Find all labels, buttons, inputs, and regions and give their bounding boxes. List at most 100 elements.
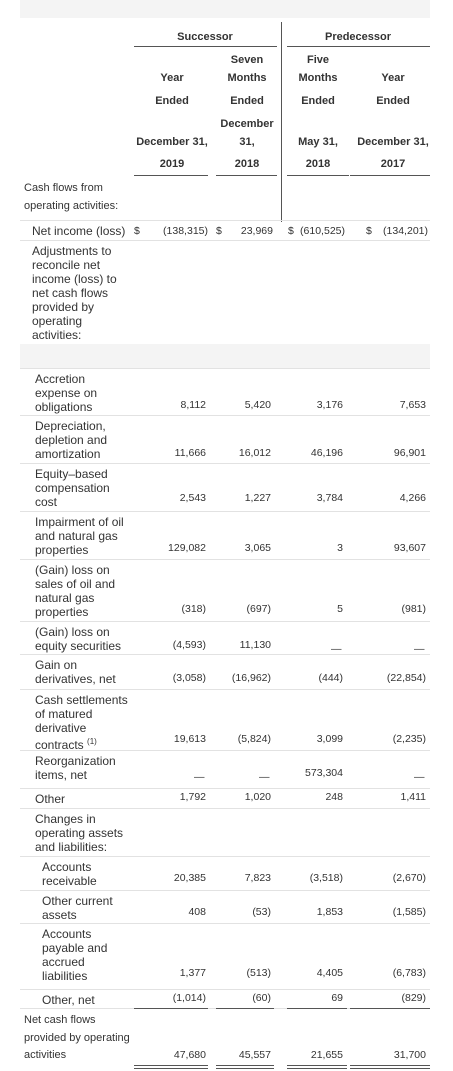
- column-header: December: [220, 118, 274, 130]
- cell-value: 11,666: [174, 447, 206, 459]
- subtotal-underline: [350, 1008, 430, 1009]
- cell-value: (3,518): [309, 872, 343, 884]
- row-separator: [20, 621, 430, 622]
- currency-symbol: $: [366, 225, 372, 237]
- row-separator: [20, 689, 430, 690]
- row-separator: [20, 808, 430, 809]
- cell-value: (513): [246, 967, 271, 979]
- row-separator: [20, 654, 430, 655]
- row-separator: [20, 923, 430, 924]
- currency-symbol: $: [216, 225, 222, 237]
- cell-value: —: [414, 771, 425, 783]
- cell-value: 3,176: [316, 399, 343, 411]
- cell-value: 3,784: [316, 492, 343, 504]
- cell-value: (981): [401, 603, 426, 615]
- column-header: Ended: [230, 95, 264, 107]
- row-label: Other, net: [42, 993, 95, 1007]
- cell-value: (138,315): [163, 225, 208, 237]
- cell-value: (3,058): [172, 672, 206, 684]
- header-underline: [216, 175, 277, 176]
- cell-value: 21,655: [310, 1049, 343, 1061]
- row-label: (Gain) loss on sales of oil and natural …: [35, 563, 116, 619]
- cell-value: (6,783): [392, 967, 426, 979]
- column-header: Year: [381, 72, 405, 84]
- cell-value: —: [414, 643, 425, 655]
- cell-value: 129,082: [168, 542, 206, 554]
- row-separator: [20, 511, 430, 512]
- column-header: December 31,: [357, 136, 429, 148]
- cell-value: (444): [318, 672, 343, 684]
- cell-value: 3: [337, 542, 343, 554]
- row-separator: [20, 890, 430, 891]
- cell-value: 1,377: [179, 967, 206, 979]
- footnote-ref: (1): [87, 737, 97, 746]
- row-separator: [20, 415, 430, 416]
- row-band: [20, 344, 430, 368]
- column-header: Months: [227, 72, 267, 84]
- column-header: Months: [298, 72, 338, 84]
- column-header: Year: [160, 72, 184, 84]
- cell-value: 20,385: [173, 872, 206, 884]
- subtotal-underline: [287, 1008, 347, 1009]
- row-label: Reorganization items, net: [35, 754, 116, 782]
- row-label: Depreciation, depletion and amortization: [35, 419, 108, 461]
- cell-value: 69: [331, 992, 343, 1004]
- cell-value: (5,824): [237, 733, 271, 745]
- group-underline: [134, 46, 277, 47]
- cell-value: 5: [337, 603, 343, 615]
- row-label: Equity–based compensation cost: [35, 467, 110, 509]
- cell-value: (697): [246, 603, 271, 615]
- row-label: Gain on derivatives, net: [35, 658, 116, 686]
- row-separator: [20, 750, 430, 751]
- total-underline: [287, 1065, 347, 1066]
- row-separator: [20, 989, 430, 990]
- cell-value: 573,304: [305, 767, 343, 779]
- column-header: Five: [306, 54, 330, 66]
- row-separator: [20, 856, 430, 857]
- cell-value: (1,585): [392, 906, 426, 918]
- row-label: Accounts receivable: [42, 860, 97, 888]
- cell-value: 1,411: [400, 791, 427, 803]
- cell-value: (4,593): [172, 639, 206, 651]
- subtotal-underline: [134, 1008, 208, 1009]
- cell-value: 4,405: [316, 967, 343, 979]
- cell-value: 47,680: [173, 1049, 206, 1061]
- cell-value: 93,607: [393, 542, 426, 554]
- row-separator: [20, 368, 430, 369]
- row-label: (Gain) loss on equity securities: [35, 625, 122, 653]
- cell-value: —: [194, 771, 205, 783]
- currency-symbol: $: [288, 225, 294, 237]
- column-header: May 31,: [298, 136, 338, 148]
- cell-value: 3,065: [244, 542, 271, 554]
- cell-value: 45,557: [238, 1049, 271, 1061]
- cell-value: 5,420: [244, 399, 271, 411]
- row-label: Accounts payable and accrued liabilities: [42, 927, 108, 983]
- cell-value: 7,823: [244, 872, 271, 884]
- group-label: Predecessor: [324, 31, 392, 43]
- cell-value: (318): [181, 603, 206, 615]
- cell-value: 248: [325, 791, 343, 803]
- cell-value: (53): [252, 906, 271, 918]
- cell-value: 96,901: [393, 447, 426, 459]
- cell-value: (1,014): [172, 992, 206, 1004]
- cell-value: (22,854): [386, 672, 426, 684]
- total-underline: [134, 1068, 208, 1069]
- total-underline: [216, 1065, 274, 1066]
- cell-value: —: [331, 643, 342, 655]
- column-header: 2019: [159, 158, 185, 170]
- column-header: Seven: [230, 54, 264, 66]
- header-underline: [287, 175, 349, 176]
- row-label: Adjustments to reconcile net income (los…: [32, 244, 117, 342]
- total-underline: [287, 1068, 347, 1069]
- top-band: [20, 0, 430, 18]
- row-label: Net income (loss): [32, 224, 126, 238]
- column-header: Ended: [155, 95, 189, 107]
- cell-value: (829): [401, 992, 426, 1004]
- row-separator: [20, 463, 430, 464]
- row-separator: [20, 788, 430, 789]
- column-header: December 31,: [136, 136, 208, 148]
- row-label: Cash flows from operating activities:: [24, 182, 119, 212]
- row-label: Accretion expense on obligations: [35, 372, 98, 414]
- column-header: Ended: [301, 95, 335, 107]
